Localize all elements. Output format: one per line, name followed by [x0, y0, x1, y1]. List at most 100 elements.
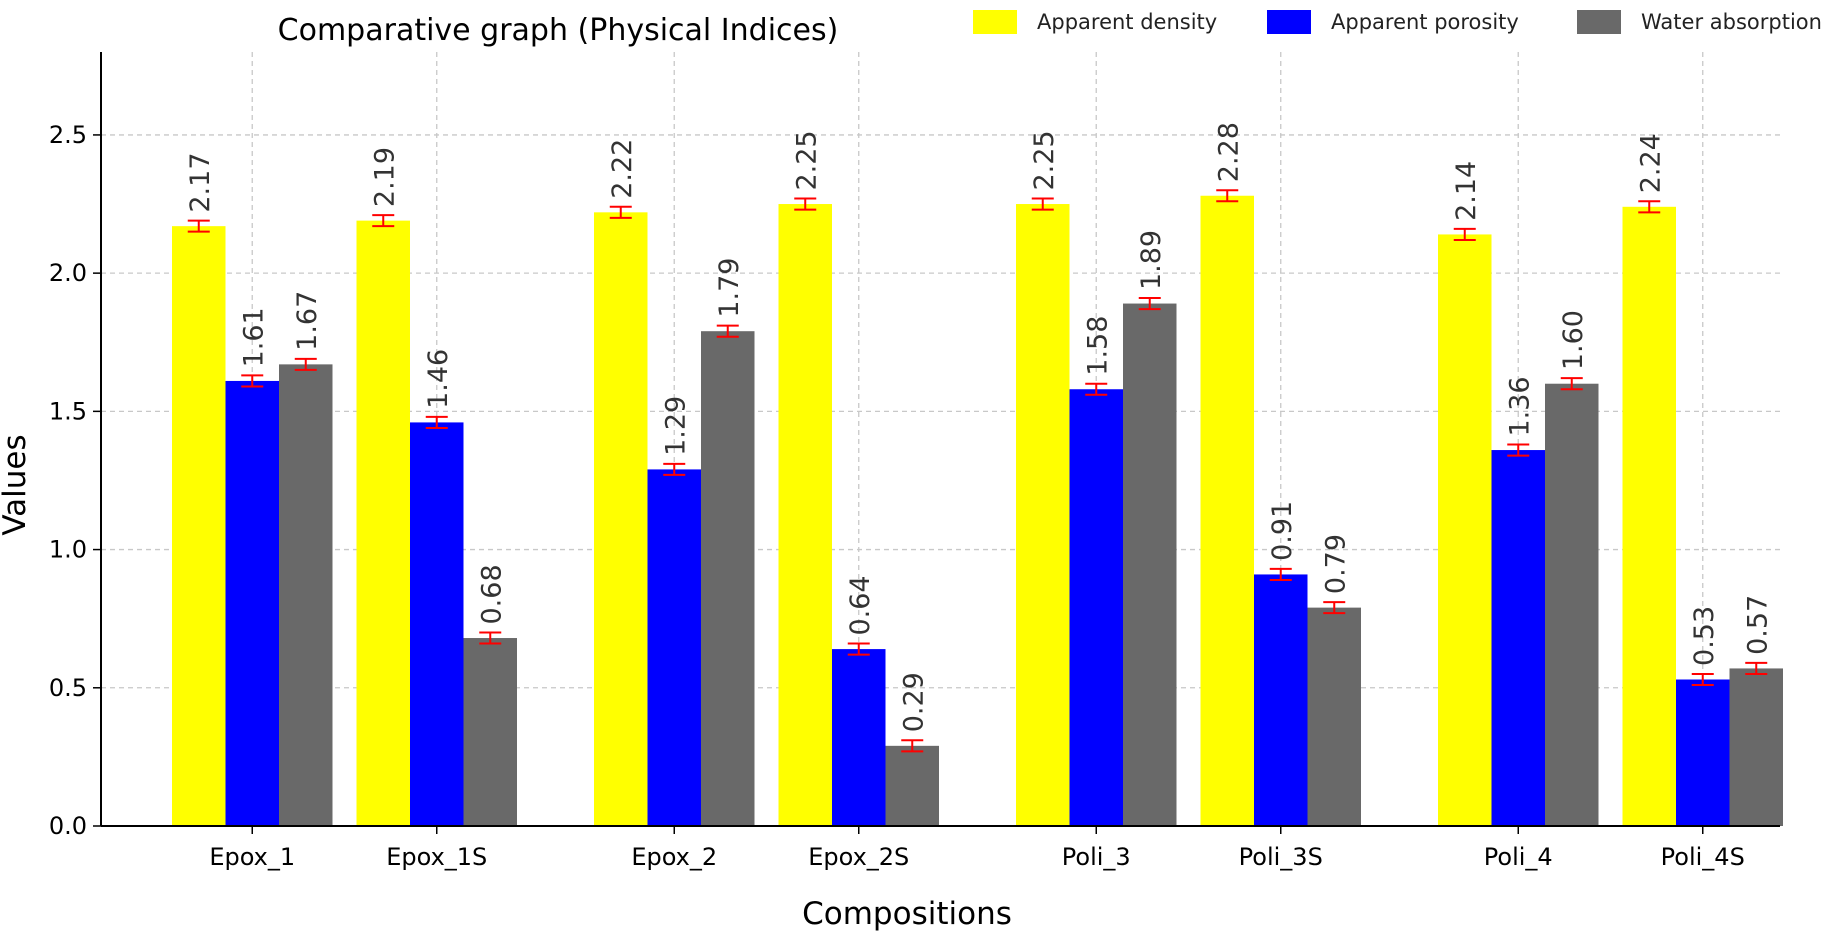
bar-apparent-density-epox-2 — [594, 212, 648, 827]
legend-label-water-absorption: Water absorption — [1641, 10, 1822, 34]
bar-value-label: 1.36 — [1504, 376, 1535, 436]
error-bar-apparent-density-epox-1s — [372, 214, 395, 228]
bar-water-absorption-poli-4 — [1545, 383, 1599, 826]
bar-apparent-porosity-poli-3 — [1069, 389, 1123, 826]
x-tick-label-epox-1s: Epox_1S — [386, 843, 487, 871]
y-tick-label: 2.0 — [49, 259, 87, 287]
error-bar-apparent-porosity-epox-1s — [425, 415, 448, 429]
bar-value-label: 1.46 — [423, 349, 454, 409]
legend-swatch-water-absorption — [1577, 10, 1621, 34]
bar-water-absorption-epox-2 — [701, 331, 755, 826]
bar-value-label: 1.67 — [292, 291, 323, 351]
x-tick-label-poli-3s: Poli_3S — [1239, 843, 1323, 871]
legend-swatch-apparent-density — [973, 10, 1017, 34]
legend-swatch-apparent-porosity — [1267, 10, 1311, 34]
error-bar-water-absorption-poli-4 — [1560, 377, 1583, 391]
bar-value-label: 1.89 — [1136, 230, 1167, 290]
bar-apparent-porosity-poli-3s — [1254, 574, 1308, 826]
x-tick-label-epox-2: Epox_2 — [631, 843, 717, 871]
y-tick-label: 0.0 — [49, 812, 87, 840]
chart-title: Comparative graph (Physical Indices) — [278, 13, 839, 48]
error-bar-water-absorption-epox-1 — [294, 357, 317, 371]
bar-value-labels: 2.17 2.19 2.22 2.25 2.25 2.28 2.14 2.24 1.61 1.46… — [185, 122, 1774, 732]
bar-apparent-density-epox-1 — [172, 226, 226, 826]
bar-water-absorption-poli-4s — [1729, 668, 1783, 826]
x-tick-label-poli-4: Poli_4 — [1484, 843, 1553, 871]
error-bar-water-absorption-epox-1s — [479, 631, 502, 645]
bar-apparent-density-poli-4s — [1622, 206, 1676, 827]
bar-value-label: 1.29 — [660, 396, 691, 456]
tick-labels: 0.0 0.5 1.0 1.5 2.0 2.5 Epox_1 Epox_1S Epox_2 Epo… — [49, 121, 1745, 871]
x-tick-label-poli-3: Poli_3 — [1062, 843, 1131, 871]
bar-value-label: 1.79 — [714, 258, 745, 318]
error-bar-apparent-density-poli-4s — [1638, 200, 1661, 214]
bar-apparent-porosity-epox-1 — [225, 380, 279, 826]
bar-value-label: 2.17 — [185, 152, 216, 212]
bar-water-absorption-epox-2s — [885, 745, 939, 826]
bar-water-absorption-poli-3s — [1307, 607, 1361, 826]
error-bar-water-absorption-poli-3s — [1323, 601, 1346, 615]
bar-value-label: 0.91 — [1267, 501, 1298, 561]
bar-apparent-density-poli-3 — [1016, 204, 1070, 827]
bar-apparent-density-poli-3s — [1200, 195, 1254, 826]
error-bar-apparent-porosity-poli-4s — [1691, 672, 1714, 687]
bar-apparent-porosity-poli-4s — [1676, 679, 1730, 826]
bar-value-label: 1.60 — [1558, 310, 1589, 370]
bar-value-label: 0.64 — [845, 575, 876, 635]
error-bars — [187, 189, 1768, 753]
y-axis-title: Values — [0, 434, 33, 535]
x-tick-label-epox-2s: Epox_2S — [808, 843, 909, 871]
bar-value-label: 1.58 — [1082, 316, 1113, 376]
error-bar-water-absorption-poli-4s — [1745, 661, 1768, 675]
error-bar-apparent-porosity-poli-3 — [1085, 382, 1108, 396]
error-bar-apparent-density-epox-1 — [187, 219, 210, 233]
bar-value-label: 0.53 — [1689, 606, 1720, 666]
bar-apparent-porosity-epox-2s — [832, 649, 886, 826]
y-tick-label: 1.0 — [49, 536, 87, 564]
error-bar-apparent-density-poli-3 — [1031, 197, 1054, 211]
bar-apparent-density-epox-1s — [356, 220, 410, 826]
bar-apparent-porosity-epox-1s — [410, 422, 464, 826]
bars — [172, 195, 1783, 827]
bar-apparent-density-epox-2s — [778, 204, 832, 827]
bar-value-label: 2.28 — [1213, 122, 1244, 182]
error-bar-water-absorption-epox-2 — [716, 324, 739, 338]
bar-value-label: 2.24 — [1635, 133, 1666, 193]
bar-water-absorption-epox-1s — [463, 638, 517, 826]
error-bar-apparent-porosity-epox-2s — [847, 642, 870, 656]
bar-value-label: 2.19 — [369, 147, 400, 207]
error-bar-apparent-density-poli-4 — [1453, 227, 1476, 241]
bar-apparent-density-poli-4 — [1438, 234, 1492, 826]
legend-label-apparent-porosity: Apparent porosity — [1331, 10, 1519, 34]
bar-value-label: 0.79 — [1320, 534, 1351, 594]
bar-apparent-porosity-epox-2 — [647, 469, 701, 826]
bar-water-absorption-poli-3 — [1123, 303, 1177, 826]
legend: Apparent density Apparent porosity Water… — [973, 10, 1822, 34]
bar-water-absorption-epox-1 — [279, 364, 333, 826]
y-tick-label: 0.5 — [49, 674, 87, 702]
y-tick-label: 2.5 — [49, 121, 87, 149]
y-tick-label: 1.5 — [49, 397, 87, 425]
bar-value-label: 1.61 — [238, 307, 269, 367]
x-axis-title: Compositions — [802, 896, 1012, 932]
bar-value-label: 2.22 — [607, 139, 638, 199]
bar-apparent-porosity-poli-4 — [1491, 450, 1545, 826]
error-bar-water-absorption-poli-3 — [1138, 297, 1161, 311]
error-bar-apparent-density-epox-2 — [609, 205, 632, 219]
error-bar-apparent-porosity-epox-2 — [663, 462, 686, 476]
bar-value-label: 2.14 — [1451, 161, 1482, 221]
x-tick-label-epox-1: Epox_1 — [209, 843, 295, 871]
bar-value-label: 2.25 — [1029, 130, 1060, 190]
error-bar-apparent-porosity-poli-4 — [1507, 443, 1530, 457]
error-bar-apparent-density-epox-2s — [794, 197, 817, 211]
bar-value-label: 0.57 — [1742, 595, 1773, 655]
legend-label-apparent-density: Apparent density — [1037, 10, 1217, 34]
error-bar-apparent-porosity-poli-3s — [1269, 567, 1292, 581]
x-tick-label-poli-4s: Poli_4S — [1661, 843, 1745, 871]
error-bar-water-absorption-epox-2s — [901, 739, 924, 753]
axes — [93, 52, 1780, 834]
error-bar-apparent-density-poli-3s — [1216, 189, 1239, 203]
bar-value-label: 2.25 — [791, 130, 822, 190]
error-bar-apparent-porosity-epox-1 — [241, 374, 264, 388]
